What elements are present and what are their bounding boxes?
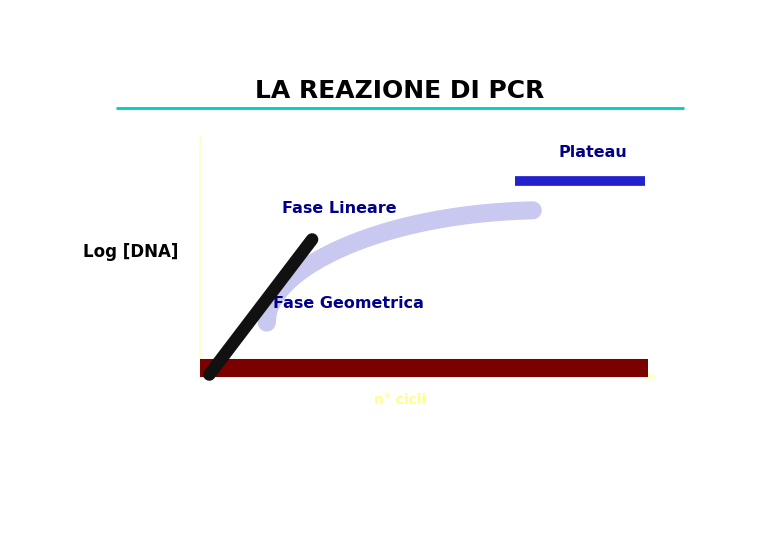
Text: Fase Lineare: Fase Lineare: [282, 201, 396, 216]
Text: LA REAZIONE DI PCR: LA REAZIONE DI PCR: [255, 79, 544, 103]
Text: n° cicli: n° cicli: [374, 393, 426, 407]
Text: Fase Geometrica: Fase Geometrica: [273, 296, 424, 312]
Text: Log [DNA]: Log [DNA]: [83, 243, 179, 261]
Text: Plateau: Plateau: [558, 145, 628, 160]
